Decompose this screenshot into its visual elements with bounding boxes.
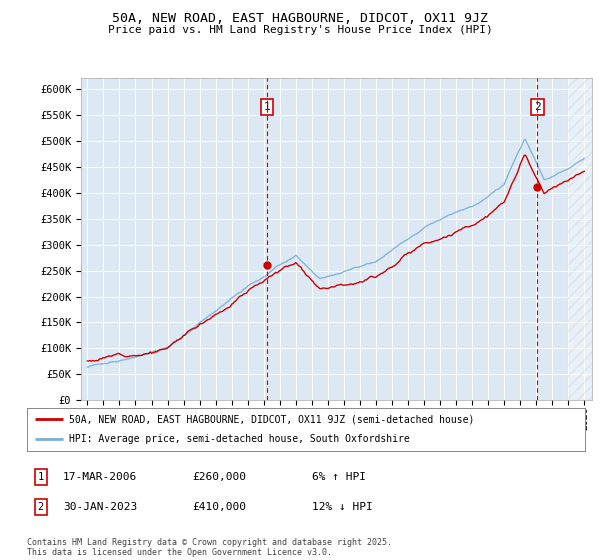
Bar [568,78,592,400]
Text: 6% ↑ HPI: 6% ↑ HPI [312,472,366,482]
Text: £410,000: £410,000 [192,502,246,512]
Text: 12% ↓ HPI: 12% ↓ HPI [312,502,373,512]
Text: 2: 2 [38,502,44,512]
Text: 30-JAN-2023: 30-JAN-2023 [63,502,137,512]
Text: 1: 1 [38,472,44,482]
Text: Price paid vs. HM Land Registry's House Price Index (HPI): Price paid vs. HM Land Registry's House … [107,25,493,35]
Text: Contains HM Land Registry data © Crown copyright and database right 2025.
This d: Contains HM Land Registry data © Crown c… [27,538,392,557]
Text: 1: 1 [263,102,270,112]
Text: 17-MAR-2006: 17-MAR-2006 [63,472,137,482]
Text: 50A, NEW ROAD, EAST HAGBOURNE, DIDCOT, OX11 9JZ (semi-detached house): 50A, NEW ROAD, EAST HAGBOURNE, DIDCOT, O… [69,414,474,424]
Text: 2: 2 [534,102,541,112]
Text: £260,000: £260,000 [192,472,246,482]
Text: HPI: Average price, semi-detached house, South Oxfordshire: HPI: Average price, semi-detached house,… [69,434,410,444]
Text: 50A, NEW ROAD, EAST HAGBOURNE, DIDCOT, OX11 9JZ: 50A, NEW ROAD, EAST HAGBOURNE, DIDCOT, O… [112,12,488,25]
